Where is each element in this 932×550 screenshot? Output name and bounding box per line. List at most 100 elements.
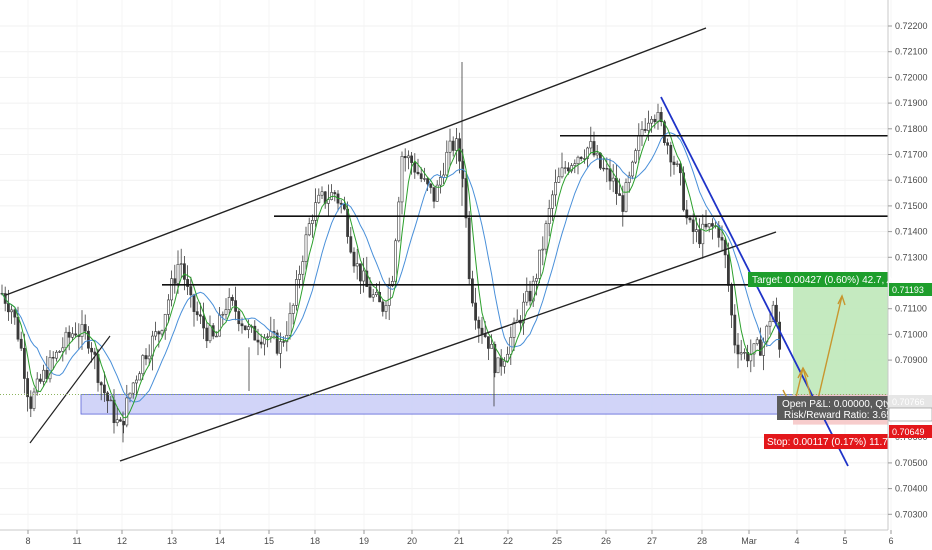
- candle: [445, 140, 449, 177]
- candle: [10, 305, 14, 324]
- candle: [701, 214, 705, 259]
- candle: [426, 176, 430, 191]
- candle: [707, 223, 711, 233]
- candle: [167, 294, 170, 323]
- horizontal-levels: [162, 134, 888, 286]
- candle: [243, 325, 247, 331]
- stop-label-box[interactable]: Stop: 0.00117 (0.17%) 11.7, Am: [764, 434, 908, 449]
- candle: [77, 323, 81, 350]
- time-tick-label: 19: [359, 536, 369, 546]
- candle: [403, 148, 407, 172]
- time-tick-label: 13: [167, 536, 177, 546]
- candle: [624, 178, 628, 213]
- candle: [195, 301, 199, 321]
- time-tick-label: 12: [117, 536, 127, 546]
- candle: [659, 106, 663, 127]
- candle: [685, 199, 689, 225]
- candle: [202, 302, 206, 340]
- price-badge: 0.71193: [889, 283, 932, 296]
- time-tick-label: 20: [407, 536, 417, 546]
- candle: [227, 288, 231, 316]
- candle: [106, 390, 110, 414]
- candle: [435, 180, 439, 202]
- candle: [589, 126, 593, 155]
- target-label-box[interactable]: Target: 0.00427 (0.60%) 42.7, Amou: [748, 272, 913, 287]
- candle: [470, 270, 474, 307]
- candle: [314, 188, 318, 228]
- candle: [669, 141, 673, 177]
- candle: [605, 157, 609, 183]
- candle: [480, 317, 484, 344]
- candle: [522, 293, 526, 335]
- candle: [138, 371, 142, 381]
- candle: [394, 238, 398, 287]
- candle: [579, 156, 583, 162]
- price-badge: 0.70766: [889, 395, 932, 408]
- candle: [416, 158, 420, 176]
- candle: [672, 155, 676, 175]
- candle: [51, 351, 55, 370]
- pl-label-box[interactable]: Open P&L: 0.00000, Qty: 213 Risk/Reward …: [777, 396, 914, 421]
- price-tick-label: 0.70900: [895, 355, 928, 365]
- candle: [749, 339, 753, 373]
- candle: [733, 304, 737, 354]
- candle: [413, 153, 417, 179]
- candle: [570, 163, 574, 174]
- time-tick-label: 18: [310, 536, 320, 546]
- candle: [278, 332, 282, 369]
- time-tick-label: 25: [552, 536, 562, 546]
- candle: [131, 381, 135, 399]
- candle: [208, 315, 212, 344]
- candle: [285, 321, 289, 352]
- price-tick-label: 0.72100: [895, 47, 928, 57]
- candle: [640, 121, 644, 147]
- candle: [19, 331, 23, 351]
- left-small-trendline[interactable]: [29, 335, 111, 444]
- channel-upper-line[interactable]: [5, 27, 707, 296]
- channel-lower-line[interactable]: [119, 231, 777, 462]
- candle: [26, 371, 30, 412]
- candle: [474, 287, 478, 330]
- candle: [67, 325, 71, 351]
- candle: [54, 350, 58, 362]
- price-badges: 0.71193 0.70766 0.70766 0.70649: [888, 283, 932, 438]
- candle: [352, 247, 356, 273]
- time-tick-label: 11: [72, 536, 81, 546]
- candle: [71, 327, 74, 342]
- candle: [496, 357, 500, 374]
- price-axis[interactable]: 0.72200 0.72100 0.72000 0.71900 0.71800 0.717…: [888, 21, 928, 519]
- candle: [525, 277, 529, 306]
- candle: [13, 308, 17, 325]
- candle: [362, 257, 366, 293]
- time-tick-label: 15: [264, 536, 274, 546]
- candle: [595, 144, 599, 159]
- time-axis[interactable]: 8 11 12 13 14 15 18 19 20 21 22 25 26 27 28 Mar 4 5 6: [25, 530, 894, 546]
- price-tick-label: 0.70500: [895, 458, 928, 468]
- candle: [608, 158, 612, 190]
- candle: [451, 136, 455, 157]
- candle: [691, 213, 695, 244]
- candle: [48, 350, 52, 383]
- candle: [538, 249, 542, 284]
- candle: [109, 395, 113, 402]
- candle: [560, 152, 564, 179]
- candle: [365, 256, 369, 287]
- candle: [557, 167, 561, 184]
- price-tick-label: 0.70400: [895, 484, 928, 494]
- candle: [339, 199, 343, 214]
- candle: [330, 184, 334, 201]
- candle: [736, 333, 740, 369]
- candle: [192, 293, 196, 327]
- candle: [317, 188, 321, 204]
- candle: [205, 322, 209, 348]
- price-badge: 0.70766: [888, 407, 932, 422]
- candle: [291, 303, 295, 325]
- support-zone[interactable]: [80, 394, 889, 415]
- candle: [486, 336, 490, 360]
- candle: [336, 190, 340, 212]
- ma-slow-line: [1, 132, 780, 403]
- candle: [224, 298, 228, 320]
- candle: [320, 186, 324, 200]
- candle: [83, 314, 87, 340]
